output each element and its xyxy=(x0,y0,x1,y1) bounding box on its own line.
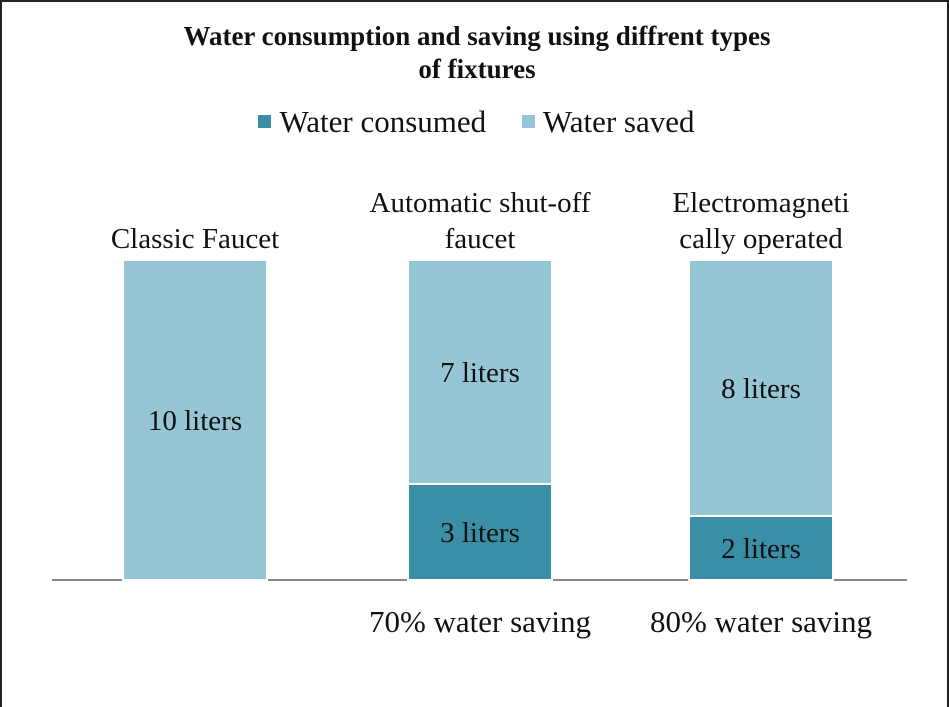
saving-label-2: 80% water saving xyxy=(650,604,872,639)
category-label-2-line-1: cally operated xyxy=(679,223,843,255)
legend-label-water-consumed: Water consumed xyxy=(279,104,487,139)
legend-item-water-consumed: Water consumed xyxy=(258,102,486,142)
category-label-2-line-0: Electromagneti xyxy=(672,187,849,219)
bar-consumed-2 xyxy=(688,515,834,581)
category-label-1-line-0: Automatic shut-off xyxy=(370,187,591,219)
legend-swatch-water-saved xyxy=(521,115,535,128)
legend-label-water-saved: Water saved xyxy=(542,104,695,139)
bar-saved-1 xyxy=(407,259,553,485)
chart-title: Water consumption and saving using diffr… xyxy=(62,20,892,86)
category-label-0-line-0: Classic Faucet xyxy=(111,223,279,255)
legend-item-water-saved: Water saved xyxy=(521,102,695,142)
chart-title-line-2: of fixtures xyxy=(418,54,536,84)
legend-swatch-water-consumed xyxy=(258,115,272,128)
data-label-saved-0: 10 liters xyxy=(148,405,242,437)
data-label-consumed-2: 2 liters xyxy=(721,533,801,565)
saving-label-1: 70% water saving xyxy=(369,604,591,639)
bar-saved-2 xyxy=(688,259,834,517)
data-label-saved-1: 7 liters xyxy=(440,357,520,389)
data-label-consumed-1: 3 liters xyxy=(440,517,520,549)
bar-saved-0 xyxy=(122,259,268,581)
category-label-1-line-1: faucet xyxy=(445,223,516,255)
chart-title-line-1: Water consumption and saving using diffr… xyxy=(183,21,771,51)
chart-legend: Water consumed Water saved xyxy=(2,102,949,142)
data-label-saved-2: 8 liters xyxy=(721,373,801,405)
